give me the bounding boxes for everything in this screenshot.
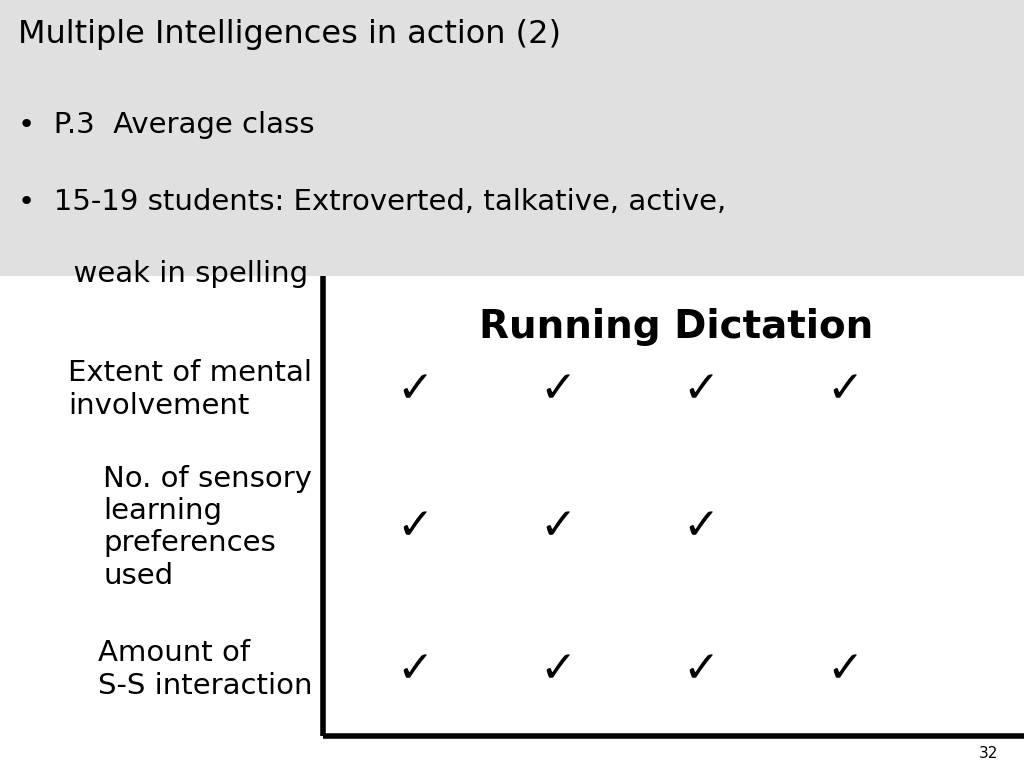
Text: ✓: ✓ (540, 648, 577, 691)
Text: 32: 32 (979, 746, 998, 760)
Text: Running Dictation: Running Dictation (478, 309, 873, 346)
Text: ✓: ✓ (683, 368, 720, 411)
Text: ✓: ✓ (826, 648, 863, 691)
Text: ✓: ✓ (683, 648, 720, 691)
Text: •  P.3  Average class: • P.3 Average class (18, 111, 315, 138)
Text: ✓: ✓ (540, 368, 577, 411)
Text: ✓: ✓ (540, 505, 577, 548)
Text: ✓: ✓ (826, 368, 863, 411)
Text: ✓: ✓ (683, 505, 720, 548)
Text: ✓: ✓ (396, 648, 433, 691)
Text: ✓: ✓ (396, 368, 433, 411)
Text: Extent of mental
involvement: Extent of mental involvement (69, 359, 312, 420)
Text: ✓: ✓ (396, 505, 433, 548)
Text: weak in spelling: weak in spelling (18, 260, 308, 288)
Text: No. of sensory
learning
preferences
used: No. of sensory learning preferences used (103, 465, 312, 590)
Text: Multiple Intelligences in action (2): Multiple Intelligences in action (2) (18, 19, 561, 51)
Text: Amount of
S-S interaction: Amount of S-S interaction (98, 640, 312, 700)
Text: •  15-19 students: Extroverted, talkative, active,: • 15-19 students: Extroverted, talkative… (18, 188, 727, 216)
